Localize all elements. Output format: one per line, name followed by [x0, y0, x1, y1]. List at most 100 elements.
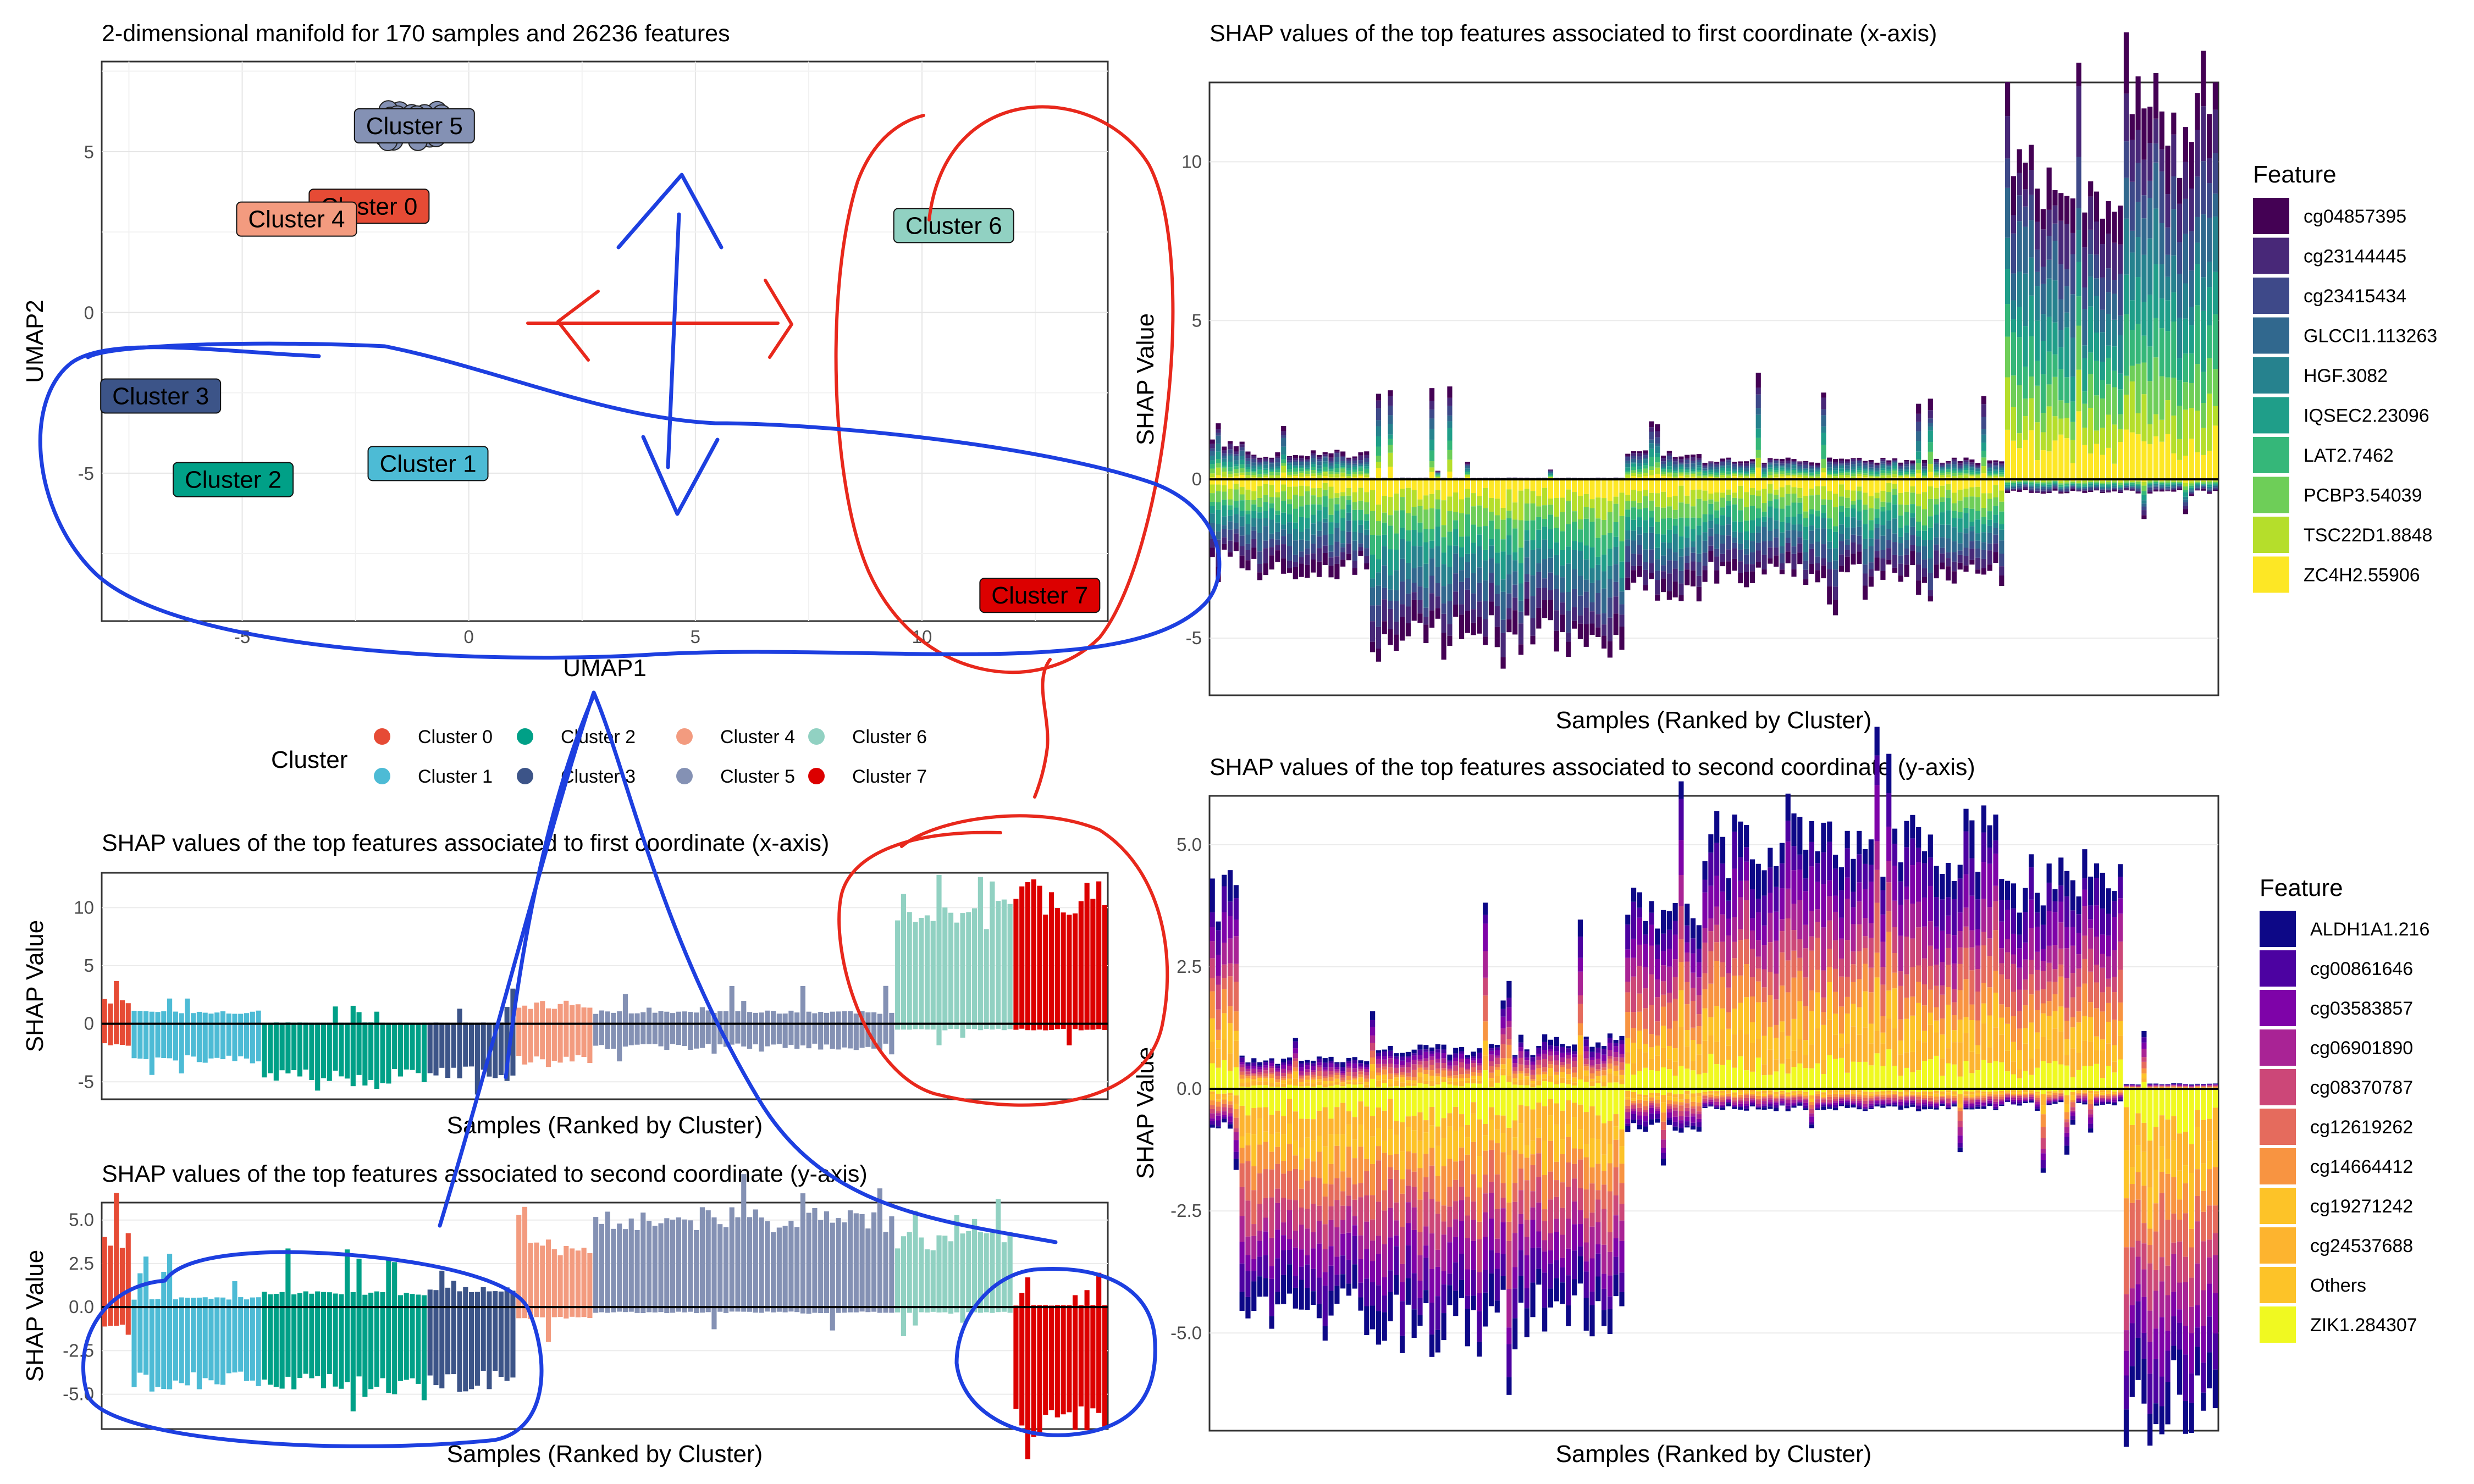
bar-segment	[1803, 468, 1809, 469]
bar-segment	[1880, 535, 1886, 550]
bar-segment	[1388, 1292, 1393, 1321]
bar-segment	[1328, 1083, 1334, 1086]
bar-segment	[2135, 481, 2141, 484]
bar-segment	[1305, 491, 1310, 505]
bar-segment	[1227, 540, 1233, 553]
bar-segment	[1394, 1075, 1399, 1078]
bar-segment	[2029, 220, 2034, 258]
bar	[380, 1023, 385, 1083]
bar-segment	[1602, 498, 1607, 520]
bar-segment	[1666, 497, 1672, 507]
bar	[1054, 1307, 1060, 1417]
bar-segment	[2112, 480, 2117, 482]
bar-segment	[1269, 1316, 1274, 1329]
bar-segment	[1500, 619, 1506, 633]
bar-segment	[1940, 462, 1945, 464]
bar-segment	[2147, 483, 2153, 484]
bar-segment	[1257, 1089, 1263, 1108]
bar	[1073, 1023, 1078, 1029]
bar-segment	[1245, 1133, 1251, 1145]
bar-segment	[2207, 492, 2212, 494]
bar-segment	[1512, 528, 1518, 552]
bar	[557, 1023, 563, 1063]
bar-segment	[1305, 1228, 1310, 1255]
bar-segment	[1275, 1089, 1280, 1111]
bar	[1084, 1023, 1090, 1030]
bar-segment	[1322, 1058, 1328, 1063]
bar	[439, 1023, 445, 1068]
bar-segment	[1987, 463, 1992, 464]
bar-segment	[1851, 458, 1856, 459]
bar-segment	[1892, 495, 1898, 505]
bar-segment	[1222, 477, 1227, 480]
bar-segment	[1602, 624, 1607, 636]
bar-segment	[2070, 254, 2075, 295]
bar-segment	[1999, 490, 2004, 502]
bar	[196, 1297, 202, 1308]
bar-segment	[1797, 468, 1803, 471]
bar	[640, 1012, 646, 1024]
bar-segment	[1874, 492, 1880, 499]
bar-segment	[1251, 475, 1257, 478]
bar-segment	[1394, 622, 1399, 635]
bar-segment	[1708, 514, 1714, 521]
bar-segment	[1832, 569, 1838, 587]
bar-segment	[1934, 479, 1939, 488]
bar	[114, 1023, 119, 1045]
bar-segment	[1685, 458, 1690, 460]
bar-segment	[2029, 398, 2034, 430]
bar-segment	[1655, 522, 1660, 534]
bar-segment	[1536, 572, 1542, 588]
bar-segment	[1874, 466, 1880, 468]
bar-segment	[1928, 540, 1933, 558]
bar-segment	[1411, 1049, 1417, 1054]
bar	[930, 1250, 936, 1308]
bar	[185, 1307, 190, 1386]
bar-segment	[1643, 455, 1648, 458]
bar	[445, 1023, 451, 1078]
bar-segment	[1993, 475, 1998, 478]
bar-segment	[1263, 548, 1268, 563]
bar-segment	[1536, 588, 1542, 608]
bar	[753, 1307, 758, 1313]
bar-segment	[1512, 597, 1518, 611]
bar-segment	[1465, 468, 1470, 471]
bar-segment	[1548, 479, 1554, 499]
bar-segment	[2058, 347, 2064, 369]
bar	[534, 1242, 539, 1308]
bar-segment	[1305, 1209, 1310, 1229]
bar-segment	[2070, 463, 2075, 480]
bar	[551, 1307, 557, 1317]
bar-segment	[1281, 431, 1286, 435]
bar-segment	[2123, 375, 2129, 395]
bar-segment	[1904, 533, 1909, 540]
bar-segment	[1761, 522, 1767, 528]
bar-segment	[1969, 531, 1975, 541]
bar	[493, 1291, 498, 1308]
bar-segment	[1815, 472, 1820, 474]
bar-segment	[2147, 444, 2153, 480]
bar-segment	[1275, 1072, 1280, 1076]
bar-segment	[1388, 1045, 1393, 1051]
bar-segment	[2106, 268, 2111, 292]
bar-segment	[1595, 564, 1601, 580]
bar-segment	[2171, 483, 2177, 485]
bar-segment	[1892, 463, 1898, 466]
bar-segment	[1696, 475, 1702, 478]
bar-segment	[2159, 488, 2164, 489]
bar-segment	[1293, 508, 1298, 523]
bar-segment	[1281, 1161, 1286, 1174]
bar-segment	[1975, 468, 1981, 469]
bar-segment	[1346, 520, 1352, 532]
bar	[1037, 1023, 1042, 1030]
bar-segment	[1714, 477, 1720, 478]
bar	[895, 1248, 901, 1308]
bar-segment	[1857, 470, 1862, 473]
bar-segment	[1602, 555, 1607, 572]
bar-segment	[1447, 421, 1453, 428]
bar-segment	[1227, 1101, 1233, 1105]
bar-segment	[1286, 499, 1293, 505]
bar-segment	[1874, 464, 1880, 466]
bar-segment	[2052, 354, 2058, 377]
bar-segment	[1400, 539, 1405, 559]
